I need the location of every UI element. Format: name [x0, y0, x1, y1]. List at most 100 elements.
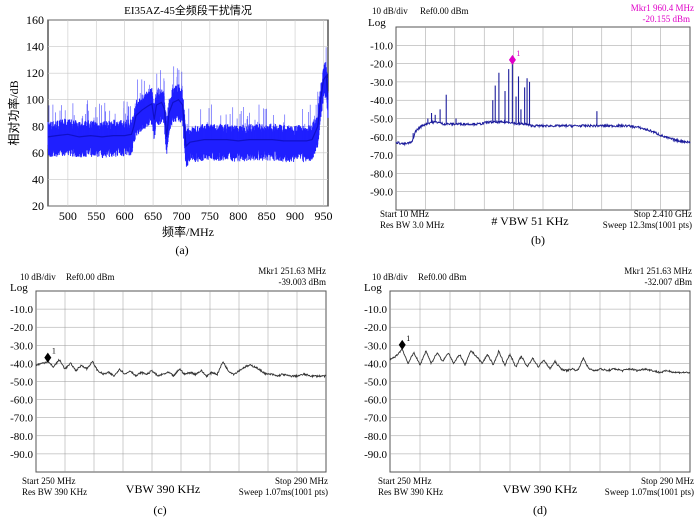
chart-d-data — [389, 348, 690, 375]
chart-d-y-ticks: -10.0 -20.0 -30.0 -40.0 -50.0 -60.0 -70.0 -80.0… — [364, 304, 387, 461]
chart-b-marker-value: -20.155 dBm — [642, 14, 690, 24]
chart-d-div: 10 dB/div — [372, 272, 408, 282]
x-tick-label: 900 — [286, 209, 304, 223]
y-tick-label: -20.0 — [10, 322, 33, 334]
x-tick-label: 550 — [87, 209, 105, 223]
marker-label: 1 — [406, 334, 410, 343]
chart-c-stop: Stop 290 MHz — [275, 476, 328, 486]
y-tick-label: -50.0 — [370, 114, 393, 126]
y-tick-label: 40 — [32, 172, 44, 186]
y-tick-label: -20.0 — [364, 322, 387, 334]
chart-d-grid — [390, 291, 690, 472]
chart-c-grid — [36, 291, 326, 472]
y-tick-label: -20.0 — [370, 59, 393, 71]
y-tick-label: -60.0 — [370, 132, 393, 144]
marker-label: 1 — [516, 49, 520, 58]
chart-b-marker: 1 — [508, 49, 520, 65]
y-tick-label: -40.0 — [370, 95, 393, 107]
x-tick-label: 850 — [258, 209, 276, 223]
series-line — [389, 348, 690, 375]
chart-a-xlabel: 频率/MHz — [162, 224, 214, 239]
chart-b-y-ticks: -10.0 -20.0 -30.0 -40.0 -50.0 -60.0 -70.0 -80.0… — [370, 40, 393, 198]
panel-a: EI35AZ-45全频段干扰情况 20 40 60 80 100 120 140 160 50… — [6, 3, 332, 257]
chart-c-sweep: Sweep 1.07ms(1001 pts) — [239, 487, 328, 497]
chart-b-log: Log — [368, 17, 386, 29]
series-band — [47, 62, 329, 167]
y-tick-label: -30.0 — [364, 340, 387, 352]
chart-a-caption: (a) — [175, 243, 188, 257]
x-tick-label: 750 — [201, 209, 219, 223]
y-tick-label: -40.0 — [364, 358, 387, 370]
chart-b-start: Start 10 MHz — [380, 209, 429, 219]
chart-d-marker-freq: Mkr1 251.63 MHz — [624, 266, 692, 276]
y-tick-label: -70.0 — [10, 413, 33, 425]
chart-c-log: Log — [10, 282, 28, 294]
y-tick-label: -90.0 — [370, 187, 393, 199]
chart-c-resbw: Res BW 390 KHz — [22, 487, 87, 497]
chart-b-marker-freq: Mkr1 960.4 MHz — [631, 3, 694, 13]
y-tick-label: -80.0 — [10, 431, 33, 443]
chart-c-ref: Ref0.00 dBm — [66, 272, 115, 282]
y-tick-label: 120 — [26, 66, 44, 80]
marker-label: 1 — [52, 347, 56, 356]
x-tick-label: 700 — [172, 209, 190, 223]
x-tick-label: 650 — [144, 209, 162, 223]
chart-d-log: Log — [364, 282, 382, 294]
chart-c-start: Start 250 MHz — [22, 476, 76, 486]
y-tick-label: -40.0 — [10, 358, 33, 370]
panel-d: 10 dB/div Ref0.00 dBm Log Mkr1 251.63 MH… — [364, 266, 694, 517]
chart-c-marker-value: -39.003 dBm — [278, 277, 326, 287]
y-tick-label: -50.0 — [364, 377, 387, 389]
chart-d-sweep: Sweep 1.07ms(1001 pts) — [605, 487, 694, 497]
y-tick-label: -10.0 — [370, 40, 393, 52]
y-tick-label: -70.0 — [370, 150, 393, 162]
series-line — [395, 119, 691, 147]
chart-d-marker: 1 — [398, 334, 410, 350]
series-line — [35, 358, 327, 379]
y-tick-label: 80 — [32, 119, 44, 133]
y-tick-label: -60.0 — [10, 395, 33, 407]
chart-a-x-ticks: 500 550 600 650 700 750 800 850 900 950 — [59, 209, 333, 223]
y-tick-label: -30.0 — [10, 340, 33, 352]
chart-c-caption: (c) — [153, 503, 166, 517]
chart-b-vbw: # VBW 51 KHz — [491, 214, 568, 228]
chart-b-div: 10 dB/div — [372, 6, 408, 16]
x-tick-label: 800 — [229, 209, 247, 223]
chart-a-title: EI35AZ-45全频段干扰情况 — [124, 3, 252, 17]
y-tick-label: -80.0 — [370, 168, 393, 180]
x-tick-label: 500 — [59, 209, 77, 223]
chart-c-marker: 1 — [44, 347, 56, 363]
y-tick-label: 60 — [32, 146, 44, 160]
chart-d-caption: (d) — [533, 503, 547, 517]
panel-c: 10 dB/div Ref0.00 dBm Log Mkr1 251.63 MH… — [10, 266, 328, 517]
series-line — [47, 74, 329, 148]
chart-b-resbw: Res BW 3.0 MHz — [380, 220, 444, 230]
chart-c-y-ticks: -10.0 -20.0 -30.0 -40.0 -50.0 -60.0 -70.0 -80.0… — [10, 304, 33, 461]
chart-b-sweep: Sweep 12.3ms(1001 pts) — [603, 220, 692, 230]
chart-c-div: 10 dB/div — [20, 272, 56, 282]
chart-c-vbw: VBW 390 KHz — [126, 482, 200, 496]
chart-b-stop: Stop 2.410 GHz — [634, 209, 692, 219]
marker-diamond — [398, 339, 406, 350]
x-tick-label: 950 — [314, 209, 332, 223]
chart-d-resbw: Res BW 390 KHz — [378, 487, 443, 497]
chart-a-ylabel: 相对功率/dB — [6, 80, 21, 145]
y-tick-label: 100 — [26, 93, 44, 107]
y-tick-label: -90.0 — [10, 449, 33, 461]
chart-b-caption: (b) — [531, 233, 545, 247]
chart-b-grid — [396, 27, 690, 210]
chart-d-marker-value: -32.007 dBm — [644, 277, 692, 287]
y-tick-label: -10.0 — [10, 304, 33, 316]
chart-d-ref: Ref0.00 dBm — [418, 272, 467, 282]
y-tick-label: -90.0 — [364, 449, 387, 461]
y-tick-label: -60.0 — [364, 395, 387, 407]
chart-d-stop: Stop 290 MHz — [641, 476, 694, 486]
chart-b-data — [395, 63, 691, 147]
chart-d-start: Start 250 MHz — [378, 476, 432, 486]
y-tick-label: 160 — [26, 13, 44, 27]
chart-d-vbw: VBW 390 KHz — [503, 482, 577, 496]
y-tick-label: -10.0 — [364, 304, 387, 316]
y-tick-label: -50.0 — [10, 377, 33, 389]
y-tick-label: -80.0 — [364, 431, 387, 443]
